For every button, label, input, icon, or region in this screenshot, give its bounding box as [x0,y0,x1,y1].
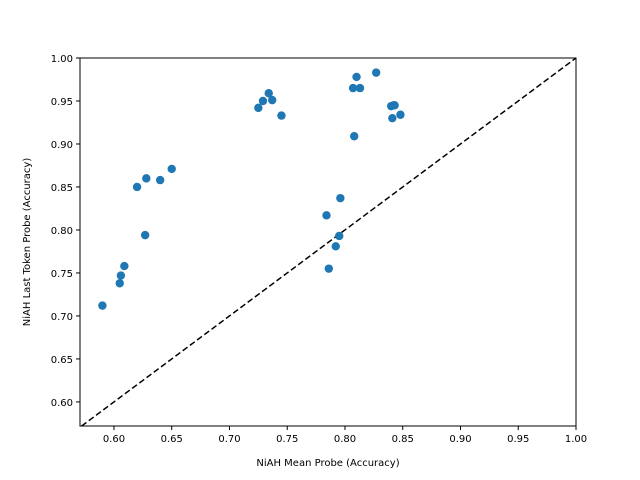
point [140,230,150,240]
point [352,72,361,82]
x-tick-label: 0.85 [392,434,414,445]
x-tick-label: 0.65 [161,434,183,445]
point [390,101,399,110]
diagonal-line [81,57,577,427]
point [348,83,358,93]
point [331,242,340,251]
x-tick-label: 1.00 [565,434,587,445]
point [336,193,345,203]
point [254,103,263,113]
point [355,83,365,93]
y-tick-label: 0.60 [51,398,73,409]
point [142,174,151,183]
y-tick-label: 0.90 [51,140,73,151]
y-axis-label: NiAH Last Token Probe (Accuracy) [22,158,33,327]
y-tick-label: 0.70 [51,312,73,323]
x-tick-label: 0.70 [218,434,240,445]
x-tick-label: 0.90 [449,434,471,445]
y-tick-label: 0.95 [51,97,73,108]
point [396,110,405,119]
y-tick-label: 0.80 [51,226,73,237]
plot-frame [79,57,577,427]
point [120,261,129,271]
point [322,211,331,220]
y-tick-label: 1.00 [51,54,73,65]
x-axis-label: NiAH Mean Probe (Accuracy) [256,458,399,469]
point [115,279,124,288]
point [371,68,381,77]
point [264,89,273,98]
x-tick-label: 0.95 [507,434,529,445]
point [132,182,142,192]
y-tick-label: 0.75 [51,269,73,280]
point [258,96,268,106]
y-tick-label: 0.65 [51,355,73,366]
x-tick-label: 0.75 [276,434,298,445]
x-tick-label: 0.80 [334,434,356,445]
point [335,231,344,241]
point [350,132,359,141]
point [155,175,165,185]
point [268,95,277,105]
point [324,264,334,273]
point [388,113,397,123]
y-tick-label: 0.85 [51,183,73,194]
x-tick-label: 0.60 [103,434,125,445]
point [277,111,286,120]
point [116,271,126,280]
point [98,301,107,310]
point [167,164,176,174]
